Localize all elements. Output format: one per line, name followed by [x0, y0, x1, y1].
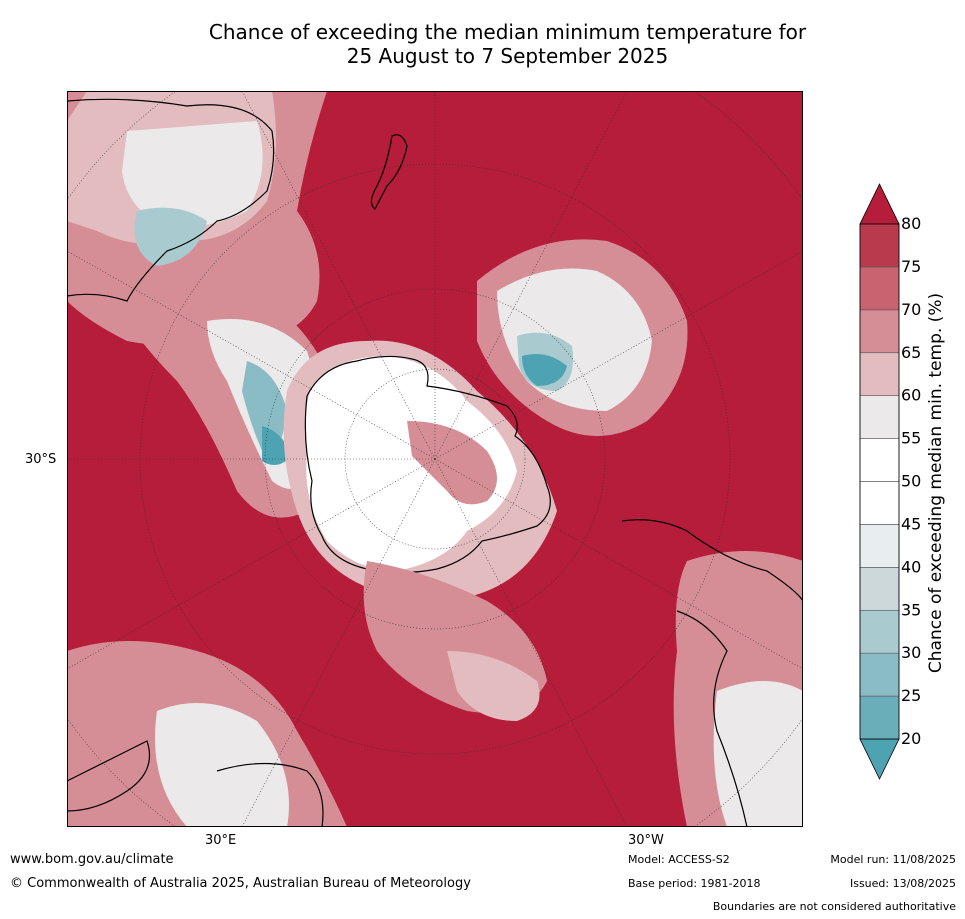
colorbar-segment [859, 223, 900, 268]
graticule [67, 91, 803, 827]
title-line-2: 25 August to 7 September 2025 [346, 44, 669, 68]
colorbar-tick-label: 35 [901, 600, 921, 619]
footer-base-period: Base period: 1981-2018 [628, 877, 761, 890]
colorbar-segment [859, 695, 900, 740]
colorbar-frame [859, 223, 900, 740]
footer-issued: Issued: 13/08/2025 [849, 877, 956, 890]
region-indian-blue [134, 207, 207, 266]
footer-disclaimer: Boundaries are not considered authoritat… [712, 900, 956, 913]
colorbar-segment [859, 438, 900, 482]
colorbar-tick-label: 70 [901, 300, 921, 319]
colorbar-segment [859, 652, 900, 697]
new-zealand-coastline [370, 134, 408, 210]
colorbar-tick-label: 50 [901, 472, 921, 491]
colorbar-tick-label: 30 [901, 643, 921, 662]
lon-label-30w: 30°W [628, 833, 664, 848]
colorbar-segment [859, 309, 900, 354]
south-america-coastline [621, 519, 803, 827]
map-title: Chance of exceeding the median minimum t… [0, 20, 965, 68]
region-australia-light [122, 121, 263, 227]
colorbar: 20 25 30 35 40 45 50 55 60 65 70 75 80 [858, 183, 963, 783]
polar-map [67, 91, 803, 827]
antarctica-east-pale [407, 421, 497, 505]
footer-copyright: © Commonwealth of Australia 2025, Austra… [10, 876, 471, 891]
colorbar-segment [859, 567, 900, 611]
colorbar-segment [859, 395, 900, 439]
colorbar-extend-low [859, 738, 900, 780]
africa-coastline [67, 740, 324, 827]
lon-label-30e: 30°E [205, 833, 237, 848]
region-south-light [447, 651, 540, 721]
colorbar-tick-label: 20 [901, 729, 921, 748]
colorbar-tick-label: 80 [901, 214, 921, 233]
colorbar-tick-label: 65 [901, 343, 921, 362]
region-south-america-light [713, 681, 803, 827]
colorbar-segment [859, 609, 900, 654]
australia-coastline [67, 98, 275, 302]
colorbar-svg: 20 25 30 35 40 45 50 55 60 65 70 75 80 [859, 183, 921, 780]
footer-model-run: Model run: 11/08/2025 [830, 853, 956, 866]
map-panel [67, 91, 803, 827]
lat-label-30s: 30°S [25, 452, 57, 467]
colorbar-extend-high [859, 183, 900, 225]
region-west-band-teal [262, 426, 292, 465]
colorbar-tick-label: 75 [901, 257, 921, 276]
colorbar-tick-label: 45 [901, 514, 921, 533]
antarctica-interior-white [305, 356, 517, 571]
region-south-atlantic-teal [522, 353, 567, 386]
region-bottom-left-light [155, 703, 289, 827]
colorbar-segment [859, 352, 900, 396]
footer-model: Model: ACCESS-S2 [628, 853, 730, 866]
footer-url: www.bom.gov.au/climate [10, 852, 174, 867]
colorbar-segment [859, 481, 900, 525]
title-line-1: Chance of exceeding the median minimum t… [208, 20, 807, 44]
colorbar-tick-label: 60 [901, 386, 921, 405]
colorbar-segment [859, 524, 900, 568]
colorbar-tick-label: 40 [901, 557, 921, 576]
colorbar-tick-label: 25 [901, 686, 921, 705]
colorbar-label: Chance of exceeding median min. temp. (%… [926, 292, 946, 674]
antarctica-coastline [304, 355, 551, 574]
colorbar-segment [859, 266, 900, 311]
colorbar-tick-label: 55 [901, 429, 921, 448]
